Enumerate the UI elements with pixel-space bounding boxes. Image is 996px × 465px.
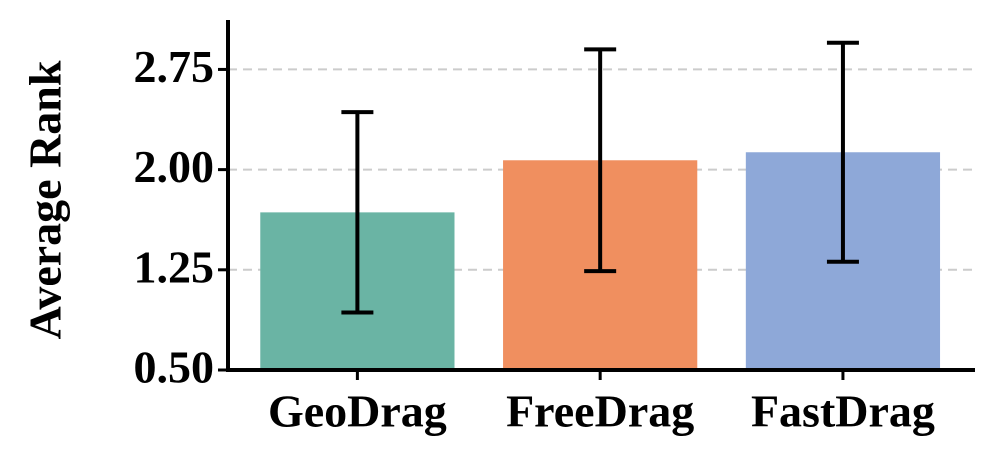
x-tick-label: FastDrag	[751, 386, 935, 437]
x-tick-label: FreeDrag	[506, 386, 694, 437]
y-tick-label: 0.50	[134, 342, 215, 393]
x-tick-label: GeoDrag	[268, 386, 447, 437]
y-tick-label: 2.00	[134, 141, 215, 192]
y-tick-label: 2.75	[134, 41, 215, 92]
y-axis-label: Average Rank	[20, 60, 71, 339]
y-tick-label: 1.25	[134, 241, 215, 292]
